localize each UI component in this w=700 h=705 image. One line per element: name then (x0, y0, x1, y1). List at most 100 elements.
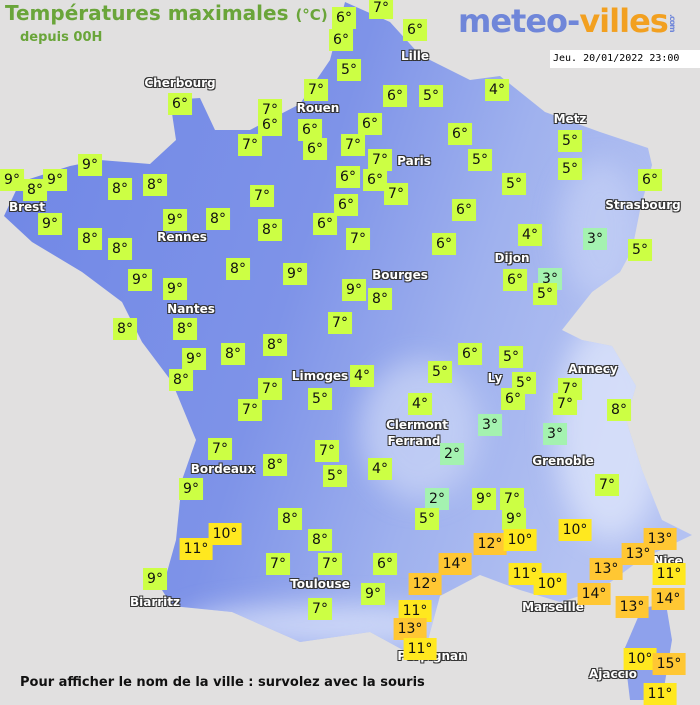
temperature-marker[interactable]: 4° (485, 79, 509, 101)
temperature-marker[interactable]: 6° (334, 194, 358, 216)
temperature-marker[interactable]: 13° (621, 543, 655, 565)
temperature-marker[interactable]: 9° (283, 263, 307, 285)
temperature-marker[interactable]: 10° (503, 529, 537, 551)
temperature-marker[interactable]: 8° (263, 454, 287, 476)
temperature-marker[interactable]: 9° (179, 478, 203, 500)
temperature-marker[interactable]: 8° (368, 288, 392, 310)
temperature-marker[interactable]: 8° (108, 238, 132, 260)
temperature-marker[interactable]: 7° (238, 399, 262, 421)
temperature-marker[interactable]: 10° (558, 519, 592, 541)
temperature-marker[interactable]: 11° (643, 683, 677, 705)
temperature-marker[interactable]: 7° (308, 598, 332, 620)
temperature-marker[interactable]: 6° (403, 19, 427, 41)
temperature-marker[interactable]: 6° (363, 169, 387, 191)
temperature-marker[interactable]: 5° (419, 85, 443, 107)
temperature-marker[interactable]: 6° (383, 85, 407, 107)
temperature-marker[interactable]: 6° (501, 388, 525, 410)
temperature-marker[interactable]: 8° (78, 228, 102, 250)
temperature-marker[interactable]: 9° (38, 213, 62, 235)
temperature-marker[interactable]: 6° (332, 7, 356, 29)
temperature-marker[interactable]: 6° (358, 113, 382, 135)
temperature-marker[interactable]: 9° (0, 169, 24, 191)
temperature-marker[interactable]: 4° (518, 224, 542, 246)
temperature-marker[interactable]: 8° (23, 179, 47, 201)
temperature-marker[interactable]: 11° (403, 638, 437, 660)
temperature-marker[interactable]: 2° (425, 488, 449, 510)
temperature-marker[interactable]: 6° (448, 123, 472, 145)
temperature-marker[interactable]: 7° (266, 553, 290, 575)
temperature-marker[interactable]: 13° (393, 618, 427, 640)
temperature-marker[interactable]: 4° (350, 365, 374, 387)
temperature-marker[interactable]: 7° (341, 134, 365, 156)
temperature-marker[interactable]: 6° (638, 169, 662, 191)
temperature-marker[interactable]: 8° (278, 508, 302, 530)
temperature-marker[interactable]: 7° (369, 0, 393, 19)
temperature-marker[interactable]: 7° (238, 134, 262, 156)
temperature-marker[interactable]: 7° (384, 183, 408, 205)
temperature-marker[interactable]: 14° (577, 583, 611, 605)
temperature-marker[interactable]: 13° (615, 596, 649, 618)
temperature-marker[interactable]: 9° (182, 348, 206, 370)
temperature-marker[interactable]: 7° (553, 393, 577, 415)
temperature-marker[interactable]: 8° (169, 369, 193, 391)
temperature-marker[interactable]: 10° (623, 648, 657, 670)
temperature-marker[interactable]: 6° (313, 213, 337, 235)
temperature-marker[interactable]: 8° (226, 258, 250, 280)
temperature-marker[interactable]: 9° (163, 209, 187, 231)
temperature-marker[interactable]: 8° (263, 334, 287, 356)
temperature-marker[interactable]: 11° (398, 600, 432, 622)
temperature-marker[interactable]: 3° (543, 423, 567, 445)
temperature-marker[interactable]: 6° (503, 269, 527, 291)
temperature-marker[interactable]: 6° (168, 93, 192, 115)
temperature-marker[interactable]: 8° (258, 219, 282, 241)
temperature-marker[interactable]: 9° (43, 169, 67, 191)
temperature-marker[interactable]: 9° (342, 279, 366, 301)
temperature-marker[interactable]: 14° (651, 588, 685, 610)
temperature-marker[interactable]: 9° (361, 583, 385, 605)
temperature-marker[interactable]: 13° (589, 558, 623, 580)
temperature-marker[interactable]: 9° (143, 568, 167, 590)
temperature-marker[interactable]: 6° (298, 119, 322, 141)
temperature-marker[interactable]: 7° (368, 149, 392, 171)
temperature-marker[interactable]: 7° (500, 488, 524, 510)
temperature-marker[interactable]: 6° (336, 166, 360, 188)
meteo-villes-logo[interactable]: meteo-villes.com (458, 2, 677, 40)
temperature-marker[interactable]: 8° (308, 529, 332, 551)
temperature-marker[interactable]: 3° (478, 414, 502, 436)
temperature-marker[interactable]: 8° (173, 318, 197, 340)
temperature-marker[interactable]: 6° (373, 553, 397, 575)
temperature-marker[interactable]: 12° (473, 533, 507, 555)
temperature-marker[interactable]: 5° (558, 130, 582, 152)
temperature-marker[interactable]: 3° (583, 228, 607, 250)
temperature-marker[interactable]: 6° (258, 114, 282, 136)
temperature-marker[interactable]: 11° (652, 563, 686, 585)
temperature-marker[interactable]: 7° (258, 378, 282, 400)
temperature-marker[interactable]: 2° (440, 443, 464, 465)
temperature-marker[interactable]: 4° (368, 458, 392, 480)
temperature-marker[interactable]: 8° (607, 399, 631, 421)
temperature-marker[interactable]: 7° (346, 228, 370, 250)
temperature-marker[interactable]: 5° (628, 239, 652, 261)
temperature-marker[interactable]: 5° (558, 158, 582, 180)
temperature-marker[interactable]: 8° (143, 174, 167, 196)
temperature-marker[interactable]: 8° (113, 318, 137, 340)
temperature-marker[interactable]: 5° (337, 59, 361, 81)
temperature-marker[interactable]: 7° (595, 474, 619, 496)
temperature-marker[interactable]: 5° (502, 173, 526, 195)
temperature-marker[interactable]: 9° (128, 269, 152, 291)
temperature-marker[interactable]: 5° (308, 388, 332, 410)
temperature-marker[interactable]: 5° (533, 283, 557, 305)
temperature-marker[interactable]: 7° (208, 438, 232, 460)
temperature-marker[interactable]: 8° (221, 343, 245, 365)
temperature-marker[interactable]: 5° (323, 465, 347, 487)
temperature-marker[interactable]: 5° (468, 149, 492, 171)
temperature-marker[interactable]: 10° (208, 523, 242, 545)
temperature-marker[interactable]: 9° (502, 508, 526, 530)
temperature-marker[interactable]: 6° (452, 199, 476, 221)
temperature-marker[interactable]: 6° (458, 343, 482, 365)
temperature-marker[interactable]: 7° (304, 79, 328, 101)
temperature-marker[interactable]: 11° (508, 563, 542, 585)
temperature-marker[interactable]: 9° (78, 154, 102, 176)
temperature-marker[interactable]: 6° (329, 29, 353, 51)
temperature-marker[interactable]: 7° (328, 312, 352, 334)
